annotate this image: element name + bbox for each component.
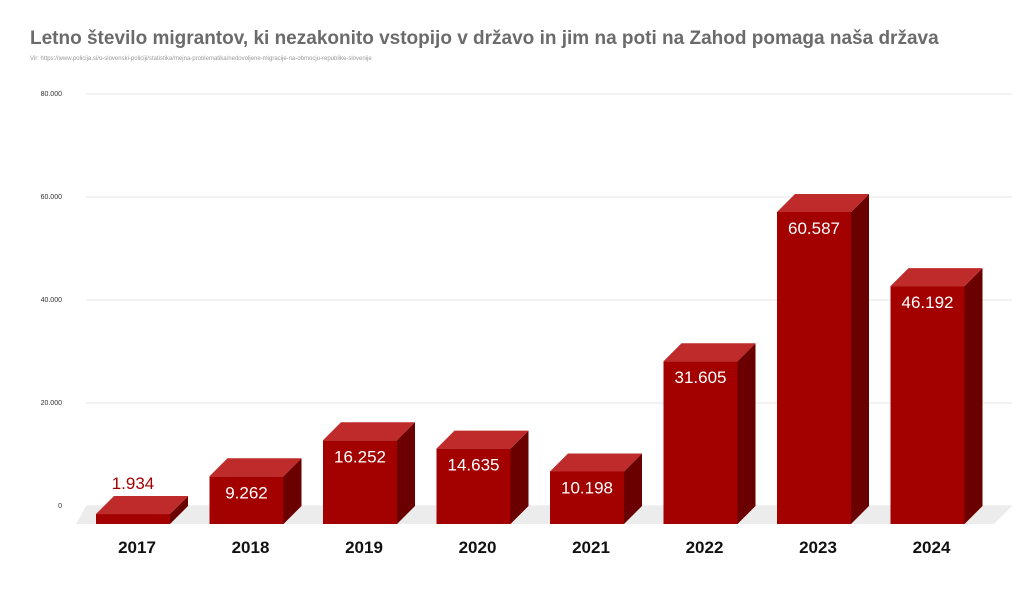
label-layer: 1.934 2017 9.262 2018 16.252 2019 14.635 2020 10… — [112, 219, 954, 557]
bar-top — [209, 458, 302, 477]
bar-side — [624, 453, 642, 524]
bar-front — [550, 471, 624, 524]
bar-side — [510, 430, 529, 524]
bar-front — [209, 476, 284, 524]
bar — [663, 343, 756, 524]
data-label: 1.934 — [112, 474, 155, 493]
bar-front — [777, 211, 851, 525]
bar-top — [323, 422, 415, 441]
y-tick-label: 60.000 — [41, 194, 63, 201]
bar — [323, 422, 415, 524]
bar — [550, 453, 642, 524]
bar-top — [777, 193, 869, 212]
y-tick-label: 0 — [58, 503, 62, 510]
bar-side — [964, 268, 983, 524]
bar-side — [737, 343, 756, 524]
y-tick-label: 80.000 — [41, 91, 63, 98]
bar-top — [890, 268, 983, 287]
y-tick-label: 20.000 — [41, 400, 63, 407]
data-label: 16.252 — [334, 447, 386, 466]
x-tick-label: 2020 — [459, 538, 497, 557]
data-label: 31.605 — [675, 368, 727, 387]
bar — [436, 430, 529, 524]
bar-top — [663, 343, 756, 362]
data-label: 60.587 — [788, 219, 840, 238]
x-tick-label: 2018 — [232, 538, 270, 557]
bar-front — [323, 440, 397, 524]
x-tick-label: 2024 — [913, 538, 951, 557]
bar — [777, 193, 869, 525]
bar-front — [663, 361, 738, 524]
bar — [209, 458, 302, 524]
bar-top — [550, 453, 642, 472]
bar-side — [283, 458, 302, 524]
y-tick-label: 40.000 — [41, 297, 63, 304]
bar-front — [96, 514, 170, 524]
chart-title: Letno število migrantov, ki nezakonito v… — [30, 28, 939, 49]
bar-side — [170, 496, 188, 524]
bar — [96, 496, 188, 524]
bar-front — [890, 286, 965, 524]
bar-layer — [96, 193, 983, 525]
bar-top — [96, 496, 188, 515]
x-tick-label: 2021 — [572, 538, 610, 557]
data-label: 9.262 — [225, 483, 268, 502]
bar-top — [436, 430, 529, 449]
bar-front — [436, 448, 511, 524]
data-label: 10.198 — [561, 478, 613, 497]
x-tick-label: 2023 — [799, 538, 837, 557]
bar-side — [397, 422, 415, 524]
bar — [890, 268, 983, 524]
bar-side — [851, 193, 869, 525]
source-note: Vir: https://www.policija.si/o-slovenski… — [30, 56, 372, 62]
data-label: 46.192 — [902, 293, 954, 312]
x-tick-label: 2019 — [345, 538, 383, 557]
x-tick-label: 2017 — [118, 538, 156, 557]
x-tick-label: 2022 — [686, 538, 724, 557]
data-label: 14.635 — [448, 456, 500, 475]
